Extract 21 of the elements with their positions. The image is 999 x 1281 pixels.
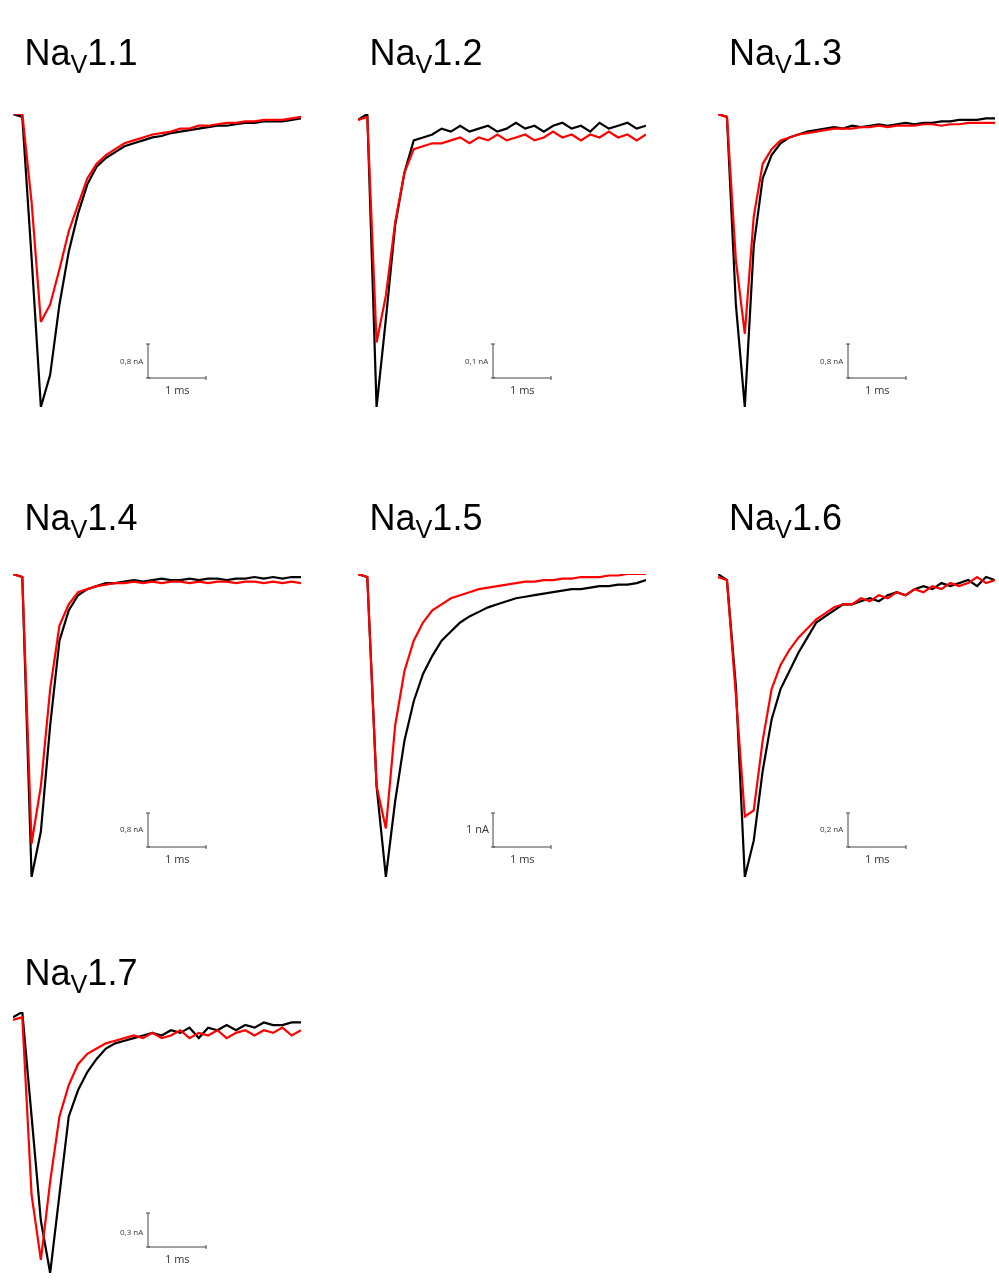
annotation: 1 ms [865,382,890,397]
annotation: 1 ms [165,382,190,397]
annotation: 1 ms [865,851,890,866]
annotation: 1 ms [510,382,535,397]
annotation: 0,8 nA [120,355,145,366]
chart-title: Na$_{V}$1.3 [729,32,842,78]
annotation: 0,8 nA [820,355,845,366]
chart-title: Na$_{V}$1.4 [24,497,138,543]
annotation: 0,8 nA [120,823,145,834]
chart-title: Na$_{V}$1.6 [729,497,842,543]
annotation: 0,3 nA [120,1226,145,1237]
annotation: 1 ms [165,851,190,866]
chart-title: Na$_{V}$1.2 [369,32,483,78]
chart-title: Na$_{V}$1.1 [24,32,138,78]
annotation: 1 ms [165,1251,190,1266]
chart-title: Na$_{V}$1.5 [369,497,483,543]
chart-title: Na$_{V}$1.7 [24,952,138,998]
annotation: 0,2 nA [820,823,845,834]
annotation: 1 ms [510,851,535,866]
annotation: 1 nA [466,821,489,836]
annotation: 0,1 nA [465,355,490,366]
